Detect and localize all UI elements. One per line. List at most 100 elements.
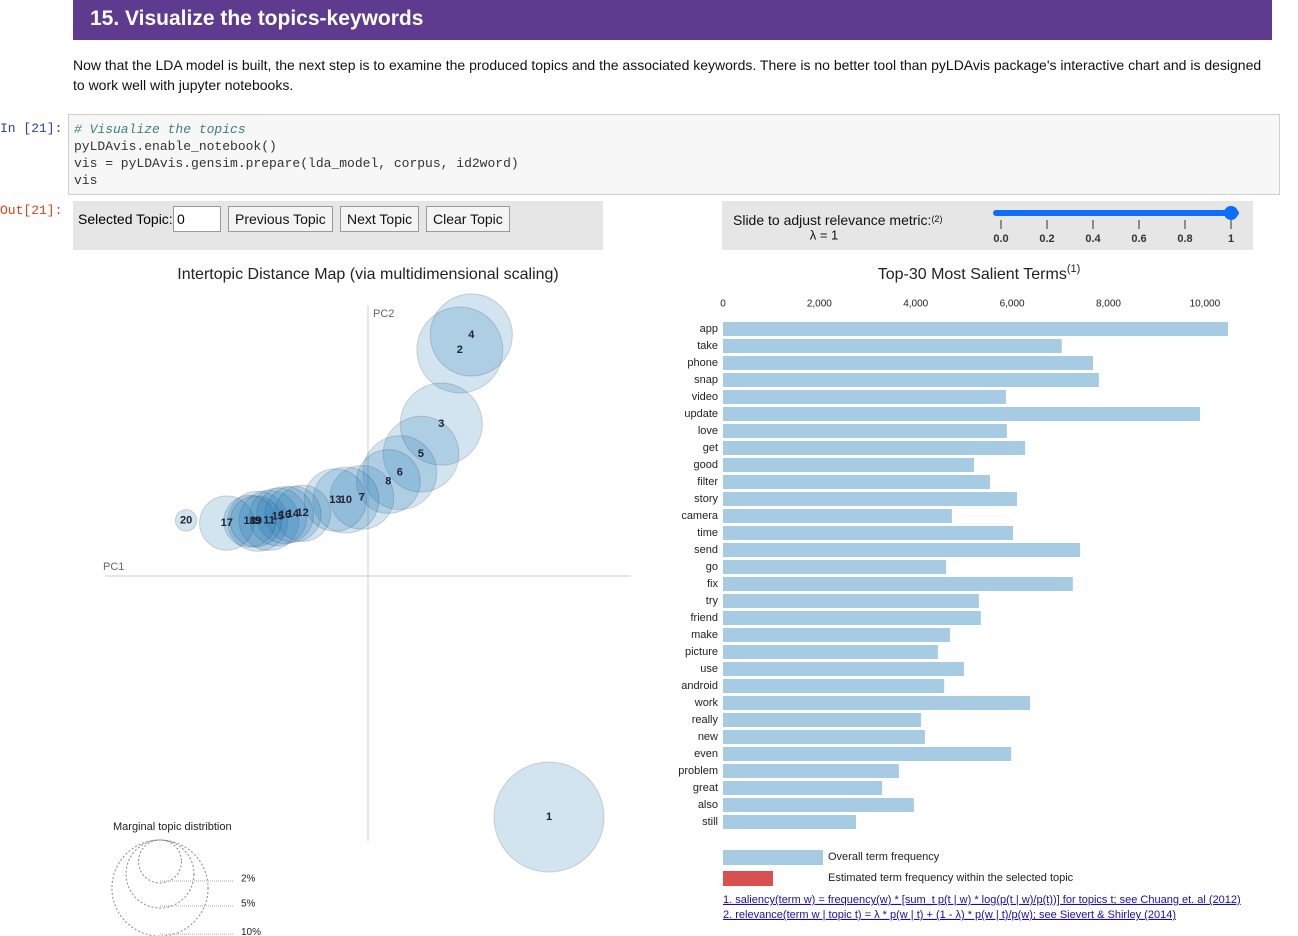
topic-label: 1	[546, 811, 552, 823]
topic-controls: Selected Topic: Previous Topic Next Topi…	[73, 201, 603, 250]
term-label: friend	[690, 612, 718, 624]
term-label: get	[703, 442, 718, 454]
term-label: filter	[697, 476, 718, 488]
term-label: use	[700, 663, 718, 675]
topic-label: 3	[438, 418, 444, 430]
code-cell[interactable]: # Visualize the topics pyLDAvis.enable_n…	[68, 114, 1280, 195]
slider-tick-label: 0.0	[993, 233, 1008, 245]
code-line: pyLDAvis.enable_notebook()	[74, 139, 277, 154]
size-legend-title: Marginal topic distribtion	[113, 821, 232, 833]
clear-button[interactable]: Clear Topic	[426, 206, 510, 232]
topic-label: 7	[359, 491, 365, 503]
topic-bubble[interactable]	[229, 495, 282, 548]
term-label: fix	[707, 578, 719, 590]
term-label: work	[694, 697, 719, 709]
topic-bubble[interactable]	[329, 465, 395, 530]
section-title: 15. Visualize the topics-keywords	[73, 0, 1272, 40]
size-legend-label: 2%	[241, 874, 256, 885]
term-label: camera	[681, 510, 719, 522]
term-bar	[723, 781, 883, 795]
term-bar	[723, 764, 899, 778]
lambda-text: λ = 1	[810, 227, 839, 242]
topic-bubble[interactable]	[264, 485, 322, 543]
term-bar	[723, 339, 1062, 353]
term-label: good	[694, 459, 718, 471]
term-bar	[723, 424, 1007, 438]
x-tick-label: 10,000	[1190, 299, 1221, 310]
code-line: vis	[74, 173, 98, 188]
topic-bubble[interactable]	[238, 489, 300, 551]
topic-bubble[interactable]	[429, 293, 513, 377]
term-bar	[723, 526, 1014, 540]
term-bar	[723, 356, 1094, 370]
slider-tick-label: 0.8	[1177, 233, 1192, 245]
topic-input[interactable]	[173, 206, 221, 232]
term-label: problem	[678, 765, 718, 777]
topic-label: 9	[255, 515, 261, 527]
term-label: love	[698, 425, 718, 437]
topic-bubble[interactable]	[362, 435, 438, 511]
topic-label: 12	[297, 507, 309, 519]
term-label: phone	[687, 357, 718, 369]
code-line: vis = pyLDAvis.gensim.prepare(lda_model,…	[74, 156, 519, 171]
term-label: app	[700, 323, 718, 335]
term-label: snap	[694, 374, 718, 386]
slider-label-text: Slide to adjust relevance metric:	[733, 212, 931, 228]
slider-note: (2)	[931, 214, 942, 224]
term-bar	[723, 509, 952, 523]
topic-bubble[interactable]	[256, 486, 314, 545]
term-label: great	[693, 782, 718, 794]
prev-button[interactable]: Previous Topic	[228, 206, 333, 232]
term-bar	[723, 560, 947, 574]
x-tick-label: 2,000	[807, 299, 832, 310]
term-label: video	[692, 391, 718, 403]
slider-thumb[interactable]	[1224, 206, 1238, 220]
term-bar	[723, 577, 1073, 591]
term-bar	[723, 798, 914, 812]
topic-bubble[interactable]	[382, 415, 460, 493]
topic-bubble[interactable]	[312, 466, 380, 534]
term-label: really	[692, 714, 719, 726]
size-legend-circle	[111, 839, 209, 936]
term-bar	[723, 390, 1006, 404]
topic-bubble[interactable]	[274, 484, 332, 542]
topic-label: 5	[418, 448, 424, 460]
slider-tick-label: 0.6	[1131, 233, 1146, 245]
topic-bubble[interactable]	[227, 490, 289, 552]
size-legend-circle	[138, 839, 182, 884]
topic-bubble[interactable]	[493, 761, 605, 873]
topic-label: 15	[272, 511, 284, 523]
topic-bubble[interactable]	[248, 487, 308, 547]
footnote[interactable]: 1. saliency(term w) = frequency(w) * [su…	[723, 894, 1241, 906]
term-bar	[723, 815, 856, 829]
topic-label: 10	[340, 494, 352, 506]
intro-text: Now that the LDA model is built, the nex…	[73, 57, 1262, 93]
topic-bubble[interactable]	[223, 494, 277, 548]
slider-tick-label: 0.2	[1039, 233, 1054, 245]
term-bar	[723, 458, 975, 472]
topic-bubble[interactable]	[416, 306, 504, 394]
topic-bubble[interactable]	[355, 449, 421, 514]
term-label: update	[684, 408, 718, 420]
footnote[interactable]: 2. relevance(term w | topic t) = λ * p(w…	[723, 909, 1176, 921]
term-label: story	[694, 493, 718, 505]
topic-label: 17	[221, 517, 233, 529]
x-tick-label: 4,000	[903, 299, 928, 310]
size-legend-circle	[125, 839, 195, 909]
next-button[interactable]: Next Topic	[340, 206, 420, 232]
topic-bubble[interactable]	[303, 468, 367, 532]
term-bar	[723, 543, 1081, 557]
legend-swatch	[723, 850, 823, 865]
bar-title: Top-30 Most Salient Terms(1)	[878, 263, 1081, 283]
slider-label: Slide to adjust relevance metric:(2)	[733, 212, 942, 228]
term-bar	[723, 645, 938, 659]
topic-label: 18	[244, 515, 256, 527]
topic-bubble[interactable]	[199, 495, 255, 551]
topic-label: 4	[468, 329, 475, 341]
topic-label: 8	[385, 475, 391, 487]
topic-bubble[interactable]	[174, 509, 198, 532]
term-label: make	[691, 629, 718, 641]
topic-bubble[interactable]	[399, 382, 483, 466]
